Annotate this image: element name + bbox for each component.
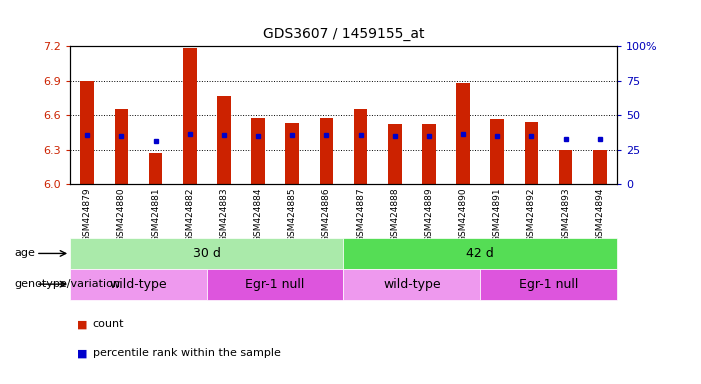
- Bar: [207, 269, 343, 300]
- Text: ■: ■: [77, 348, 88, 358]
- Bar: [354, 109, 367, 184]
- Bar: [524, 122, 538, 184]
- Bar: [81, 81, 94, 184]
- Bar: [480, 269, 617, 300]
- Text: percentile rank within the sample: percentile rank within the sample: [93, 348, 280, 358]
- Bar: [456, 83, 470, 184]
- Text: wild-type: wild-type: [109, 278, 168, 291]
- Bar: [183, 48, 196, 184]
- Text: Egr-1 null: Egr-1 null: [245, 278, 305, 291]
- Title: GDS3607 / 1459155_at: GDS3607 / 1459155_at: [263, 27, 424, 41]
- Bar: [593, 150, 606, 184]
- Bar: [217, 96, 231, 184]
- Bar: [70, 238, 343, 269]
- Text: 42 d: 42 d: [466, 247, 494, 260]
- Bar: [559, 150, 573, 184]
- Bar: [422, 124, 436, 184]
- Text: count: count: [93, 319, 124, 329]
- Text: genotype/variation: genotype/variation: [14, 279, 120, 289]
- Bar: [70, 269, 207, 300]
- Text: 30 d: 30 d: [193, 247, 221, 260]
- Bar: [251, 118, 265, 184]
- Text: ■: ■: [77, 319, 88, 329]
- Bar: [149, 153, 163, 184]
- Text: wild-type: wild-type: [383, 278, 441, 291]
- Bar: [285, 123, 299, 184]
- Bar: [388, 124, 402, 184]
- Bar: [491, 119, 504, 184]
- Bar: [343, 238, 617, 269]
- Bar: [114, 109, 128, 184]
- Bar: [320, 118, 333, 184]
- Text: Egr-1 null: Egr-1 null: [519, 278, 578, 291]
- Text: age: age: [14, 248, 35, 258]
- Bar: [343, 269, 480, 300]
